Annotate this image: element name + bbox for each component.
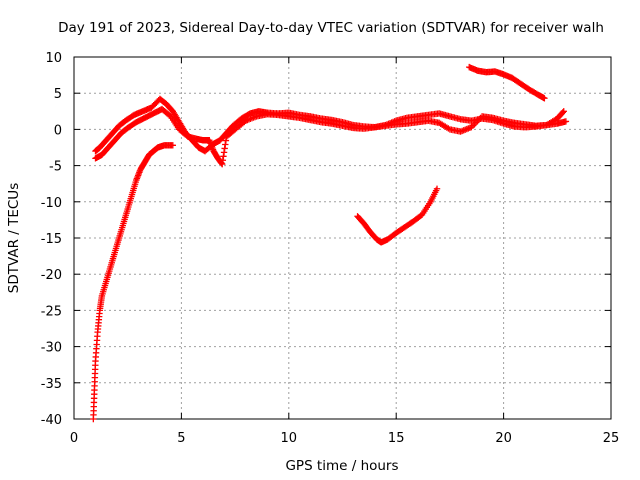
y-tick-label: -20 bbox=[41, 268, 62, 283]
data-point bbox=[559, 109, 567, 116]
data-point bbox=[541, 95, 548, 102]
x-tick-labels: 0 5 10 15 20 25 bbox=[70, 431, 619, 446]
x-tick-label: 25 bbox=[603, 431, 620, 446]
y-tick-label: 0 bbox=[54, 123, 62, 138]
x-tick-label: 0 bbox=[70, 431, 78, 446]
y-tick-label: 10 bbox=[45, 51, 62, 66]
data-point bbox=[433, 185, 441, 192]
y-tick-label: -35 bbox=[41, 377, 62, 392]
y-tick-label: 5 bbox=[54, 87, 62, 102]
y-tick-label: -25 bbox=[41, 304, 62, 319]
x-tick-label: 15 bbox=[388, 431, 405, 446]
y-tick-label: -40 bbox=[41, 413, 62, 428]
series-arc-a bbox=[90, 142, 177, 423]
data-point bbox=[471, 120, 478, 128]
chart-title: Day 191 of 2023, Sidereal Day-to-day VTE… bbox=[58, 20, 604, 36]
series-arc-e bbox=[466, 63, 548, 102]
y-tick-label: -30 bbox=[41, 341, 62, 356]
y-axis-title: SDTVAR / TECUs bbox=[6, 183, 22, 293]
x-axis-title: GPS time / hours bbox=[285, 458, 398, 474]
data-point bbox=[560, 108, 567, 115]
data-series bbox=[90, 63, 570, 423]
y-tick-labels: 10 5 0 -5 -10 -15 -20 -25 -30 -35 -40 bbox=[41, 51, 62, 428]
x-tick-label: 20 bbox=[495, 431, 512, 446]
series-arc-c bbox=[92, 105, 570, 168]
y-tick-label: -10 bbox=[41, 196, 62, 211]
series-arc-d bbox=[354, 185, 441, 246]
y-tick-label: -15 bbox=[41, 232, 62, 247]
data-point bbox=[562, 118, 570, 125]
data-point bbox=[475, 116, 483, 123]
y-tick-label: -5 bbox=[49, 160, 62, 175]
data-point bbox=[169, 142, 177, 149]
x-tick-label: 5 bbox=[177, 431, 185, 446]
plot-frame bbox=[73, 56, 612, 420]
x-tick-label: 10 bbox=[281, 431, 298, 446]
